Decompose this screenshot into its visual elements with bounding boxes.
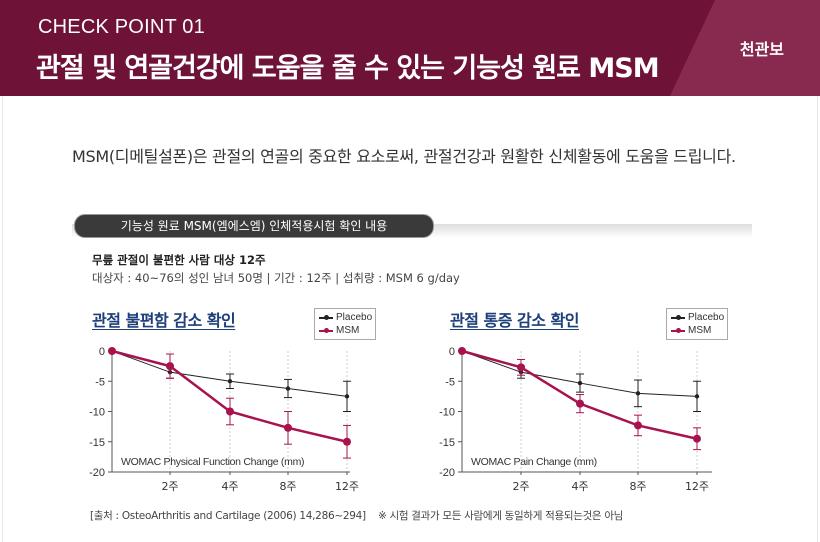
right-border bbox=[817, 96, 818, 542]
x-tick-label: 4주 bbox=[221, 480, 238, 493]
chart-annotation: WOMAC Physical Function Change (mm) bbox=[121, 456, 304, 468]
data-point-msm bbox=[226, 407, 234, 416]
intro-text: MSM(디메틸설폰)은 관절의 연골의 중요한 요소로써, 관절건강과 원활한 … bbox=[72, 147, 736, 166]
y-tick-label: -5 bbox=[95, 376, 105, 388]
y-tick-label: 0 bbox=[99, 346, 105, 358]
x-tick-label: 8주 bbox=[279, 480, 296, 493]
legend-item-msm: MSM bbox=[319, 324, 359, 337]
y-tick-label: -10 bbox=[89, 407, 105, 419]
study-title: 무릎 관절이 불편한 사람 대상 12주 bbox=[92, 253, 266, 267]
section-pill-label: 기능성 원료 MSM(엠에스엠) 인체적용시험 확인 내용 bbox=[74, 214, 434, 238]
chart2-title: 관절 통증 감소 확인 bbox=[450, 311, 579, 330]
disclaimer-note: ※ 시험 결과가 모든 사람에게 동일하게 적용되는것은 아님 bbox=[378, 510, 624, 522]
data-point-placebo bbox=[344, 394, 350, 399]
chart1-title: 관절 불편함 감소 확인 bbox=[92, 311, 236, 330]
y-tick-label: -15 bbox=[89, 437, 105, 449]
legend-item-msm: MSM bbox=[671, 324, 711, 337]
legend-item-placebo: Placebo bbox=[319, 311, 372, 324]
study-details: 대상자 : 40~76의 성인 남녀 50명 | 기간 : 12주 | 섭취량 … bbox=[92, 271, 460, 285]
legend-label-placebo: Placebo bbox=[336, 312, 373, 323]
x-tick-label: 2주 bbox=[161, 480, 178, 493]
x-tick-label: 12주 bbox=[335, 480, 359, 493]
legend-swatch-placebo bbox=[319, 314, 333, 320]
data-point-msm bbox=[284, 423, 292, 432]
data-point-msm bbox=[166, 362, 174, 371]
header-banner: CHECK POINT 01 관절 및 연골건강에 도움을 줄 수 있는 기능성… bbox=[0, 0, 820, 96]
page-title: 관절 및 연골건강에 도움을 줄 수 있는 기능성 원료 MSM bbox=[36, 53, 660, 84]
legend-item-placebo: Placebo bbox=[671, 311, 724, 324]
chart1-legend: Placebo MSM bbox=[314, 308, 376, 340]
chart2-legend: Placebo MSM bbox=[666, 308, 728, 340]
brand-name: 천관보 bbox=[739, 40, 784, 59]
left-border bbox=[2, 96, 3, 542]
data-point-msm bbox=[343, 437, 351, 446]
legend-label-msm: MSM bbox=[336, 325, 360, 336]
data-point-placebo bbox=[285, 386, 291, 391]
source-citation: [출처 : OsteoArthritis and Cartilage (2006… bbox=[90, 510, 366, 522]
y-tick-label: -20 bbox=[89, 467, 105, 479]
legend-swatch-msm bbox=[671, 327, 685, 333]
legend-swatch-msm bbox=[319, 327, 333, 333]
checkpoint-label: CHECK POINT 01 bbox=[38, 16, 205, 38]
data-point-placebo bbox=[227, 379, 233, 384]
legend-label-msm: MSM bbox=[688, 325, 712, 336]
legend-swatch-placebo bbox=[671, 314, 685, 320]
legend-label-placebo: Placebo bbox=[688, 312, 725, 323]
data-point-msm bbox=[108, 347, 116, 355]
